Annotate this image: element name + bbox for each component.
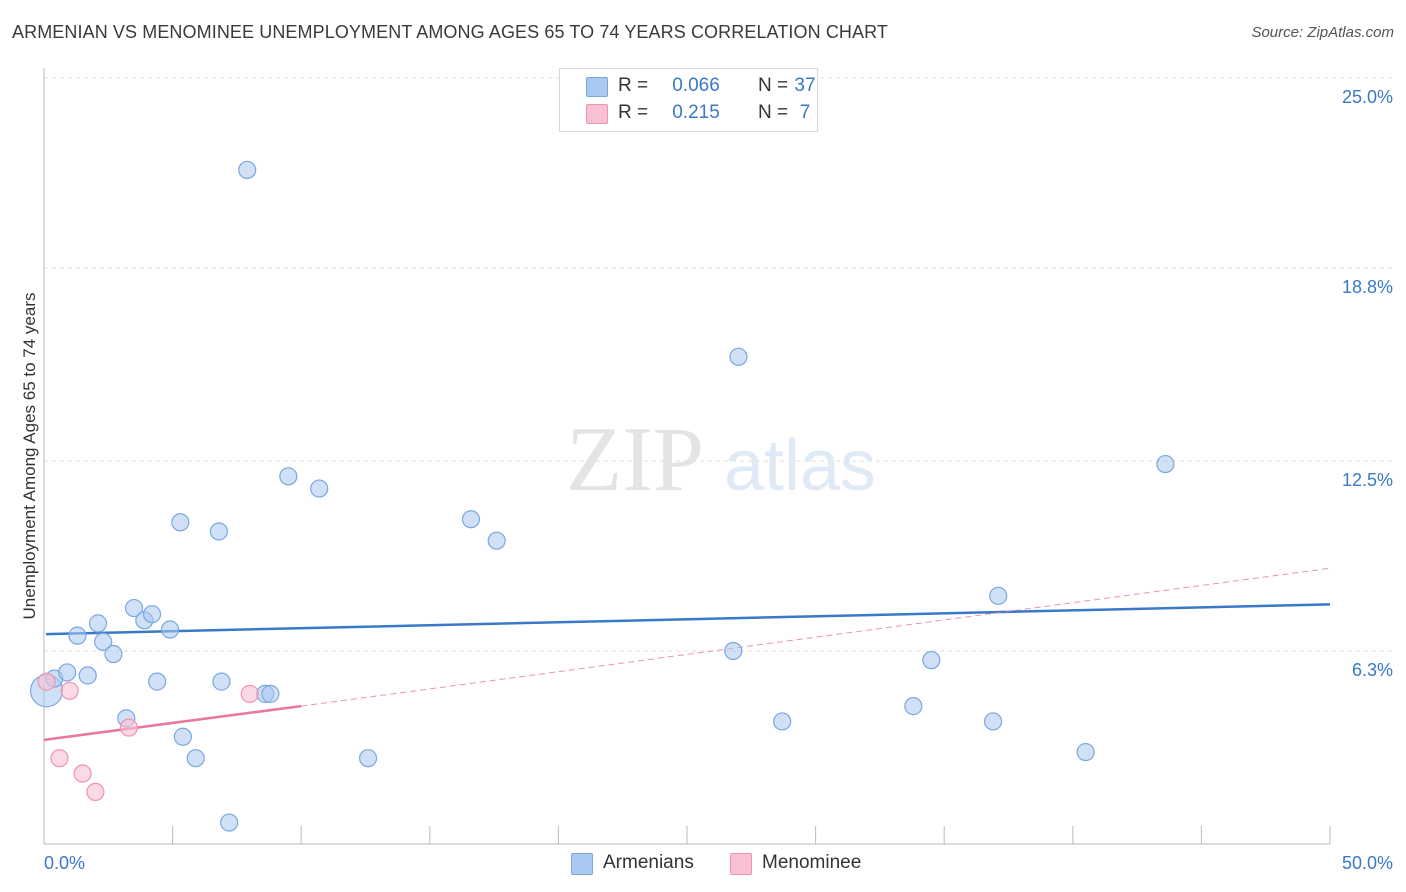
armenians-point xyxy=(1076,742,1095,762)
y-tick-label: 25.0% xyxy=(1342,87,1393,107)
menominee-point xyxy=(119,718,138,737)
armenians-point xyxy=(724,641,743,661)
armenians-point xyxy=(220,813,239,832)
armenians-point xyxy=(94,632,113,651)
armenians-point xyxy=(173,727,192,746)
menominee-point xyxy=(50,749,69,768)
armenians-point xyxy=(148,672,167,691)
menominee-point xyxy=(73,764,92,783)
armenians-point xyxy=(142,605,162,624)
legend-r-label: R = xyxy=(618,75,649,96)
axes xyxy=(43,68,1331,845)
watermark-zip: ZIP xyxy=(566,408,704,510)
y-tick-label: 18.8% xyxy=(1342,277,1393,297)
menominee-trend-line xyxy=(43,704,302,742)
armenians-point xyxy=(104,644,123,664)
watermark-atlas: atlas xyxy=(724,426,876,506)
legend-n-label: N = xyxy=(758,102,789,123)
armenians-point xyxy=(983,712,1003,731)
armenians-point xyxy=(160,620,180,639)
armenians-point xyxy=(58,663,77,682)
armenians-swatch-icon xyxy=(586,77,608,97)
armenians-point xyxy=(989,586,1008,605)
menominee-legend-icon xyxy=(730,853,752,875)
armenians-trend-line xyxy=(45,603,1331,636)
legend-n-label: N = xyxy=(758,75,789,96)
armenians-point xyxy=(209,522,228,541)
armenians-legend-icon xyxy=(571,853,593,875)
y-tick-label: 12.5% xyxy=(1342,470,1393,490)
armenians-point xyxy=(279,467,298,486)
armenians-point xyxy=(124,598,144,618)
legend-n-value: 37 xyxy=(794,75,816,96)
correlation-legend: R = 0.066 N = 37 R = 0.215 N = 7 xyxy=(559,68,818,132)
armenians-point xyxy=(904,697,923,716)
armenians-point xyxy=(729,347,748,366)
legend-r-value: 0.215 xyxy=(672,102,720,123)
menominee-trend-dashed xyxy=(301,567,1331,707)
trend-lines xyxy=(43,567,1331,742)
armenians-point xyxy=(487,531,506,550)
menominee-point xyxy=(37,672,56,691)
armenians-point xyxy=(773,712,792,731)
armenians-point xyxy=(68,626,87,645)
tick-labels: 6.3% 12.5% 18.8% 25.0% 0.0% 50.0% xyxy=(44,87,1393,873)
armenians-point xyxy=(1156,454,1175,474)
armenians-point xyxy=(238,160,257,180)
armenians-point xyxy=(212,672,231,691)
armenians-point xyxy=(186,749,205,768)
menominee-legend-label: Menominee xyxy=(762,852,862,873)
legend-r-value: 0.066 xyxy=(672,75,720,96)
armenians-point xyxy=(171,513,190,532)
source-credit: Source: ZipAtlas.com xyxy=(1251,24,1394,41)
watermark: ZIP atlas xyxy=(566,408,876,510)
menominee-swatch-icon xyxy=(586,104,608,124)
armenians-point xyxy=(358,749,378,768)
armenians-point xyxy=(461,510,481,529)
legend-n-value: 7 xyxy=(799,102,811,123)
armenians-point xyxy=(922,651,941,670)
armenians-point xyxy=(261,684,280,703)
x-tick-label-max: 50.0% xyxy=(1342,853,1393,873)
y-tick-label: 6.3% xyxy=(1352,660,1393,680)
x-tick-label-min: 0.0% xyxy=(44,853,85,873)
armenians-point xyxy=(78,666,97,685)
armenians-point xyxy=(88,614,108,633)
menominee-point xyxy=(240,684,259,703)
armenians-legend-label: Armenians xyxy=(603,852,694,873)
data-points xyxy=(29,160,1175,832)
menominee-point xyxy=(60,681,79,700)
menominee-point xyxy=(86,782,105,802)
legend-r-label: R = xyxy=(618,102,649,123)
chart-title: ARMENIAN VS MENOMINEE UNEMPLOYMENT AMONG… xyxy=(12,22,889,42)
armenians-point xyxy=(310,479,329,498)
